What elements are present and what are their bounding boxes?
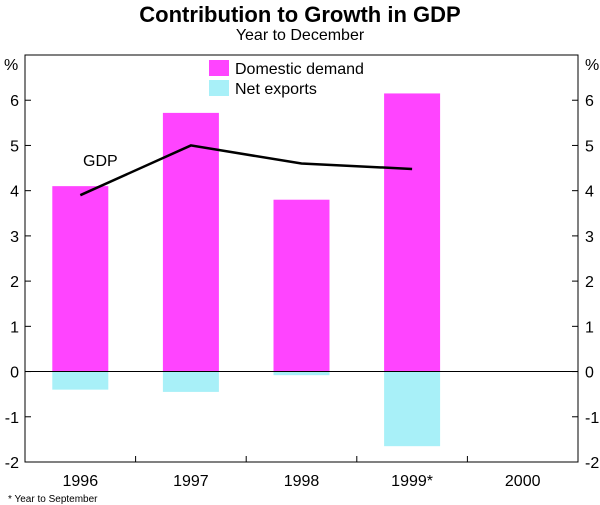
legend-label-net-exports: Net exports <box>235 81 317 98</box>
y-tick-label-left: 4 <box>10 184 19 201</box>
y-tick-label-left: -2 <box>5 455 19 472</box>
y-tick-label-right: 5 <box>585 138 594 155</box>
bar-domestic-demand-1997 <box>162 112 219 372</box>
legend-swatch-domestic-demand <box>209 60 229 76</box>
y-tick-label-left: 3 <box>10 229 19 246</box>
x-tick-label-1997: 1997 <box>173 473 209 490</box>
bar-net-exports-1996 <box>52 371 109 390</box>
x-tick-label-1996: 1996 <box>63 473 99 490</box>
y-tick-label-right: 1 <box>585 319 594 336</box>
y-tick-label-right: 2 <box>585 274 594 291</box>
gdp-line <box>79 144 413 197</box>
x-tick-label-2000: 2000 <box>505 473 541 490</box>
y-tick-label-right: 4 <box>585 184 594 201</box>
bar-net-exports-1997 <box>162 371 219 392</box>
y-tick-label-right: 3 <box>585 229 594 246</box>
y-tick-label-right: -2 <box>585 455 599 472</box>
gdp-line-label: GDP <box>83 153 118 170</box>
legend-label-domestic-demand: Domestic demand <box>235 61 364 78</box>
legend-swatch-net-exports <box>209 80 229 96</box>
y-tick-label-left: 5 <box>10 138 19 155</box>
bar-net-exports-1999 <box>384 371 441 447</box>
y-axis-unit-right: % <box>585 57 599 74</box>
bar-domestic-demand-1998 <box>273 199 330 372</box>
bar-domestic-demand-1996 <box>52 186 109 372</box>
y-tick-label-right: 0 <box>585 365 594 382</box>
x-tick-label-1999: 1999* <box>391 473 433 490</box>
y-tick-label-left: 0 <box>10 365 19 382</box>
y-tick-label-left: 2 <box>10 274 19 291</box>
chart-title: Contribution to Growth in GDP <box>139 2 461 27</box>
plot-frame <box>24 54 579 463</box>
chart-footnote: * Year to September <box>8 494 98 505</box>
bar-net-exports-1998 <box>273 371 330 376</box>
y-tick-label-right: 6 <box>585 93 594 110</box>
y-tick-label-left: 6 <box>10 93 19 110</box>
y-tick-label-left: -1 <box>5 410 19 427</box>
bar-domestic-demand-1999 <box>384 93 441 372</box>
x-tick-label-1998: 1998 <box>284 473 320 490</box>
y-tick-label-left: 1 <box>10 319 19 336</box>
chart-subtitle: Year to December <box>235 27 365 44</box>
y-tick-label-right: -1 <box>585 410 599 427</box>
y-axis-unit-left: % <box>4 57 18 74</box>
